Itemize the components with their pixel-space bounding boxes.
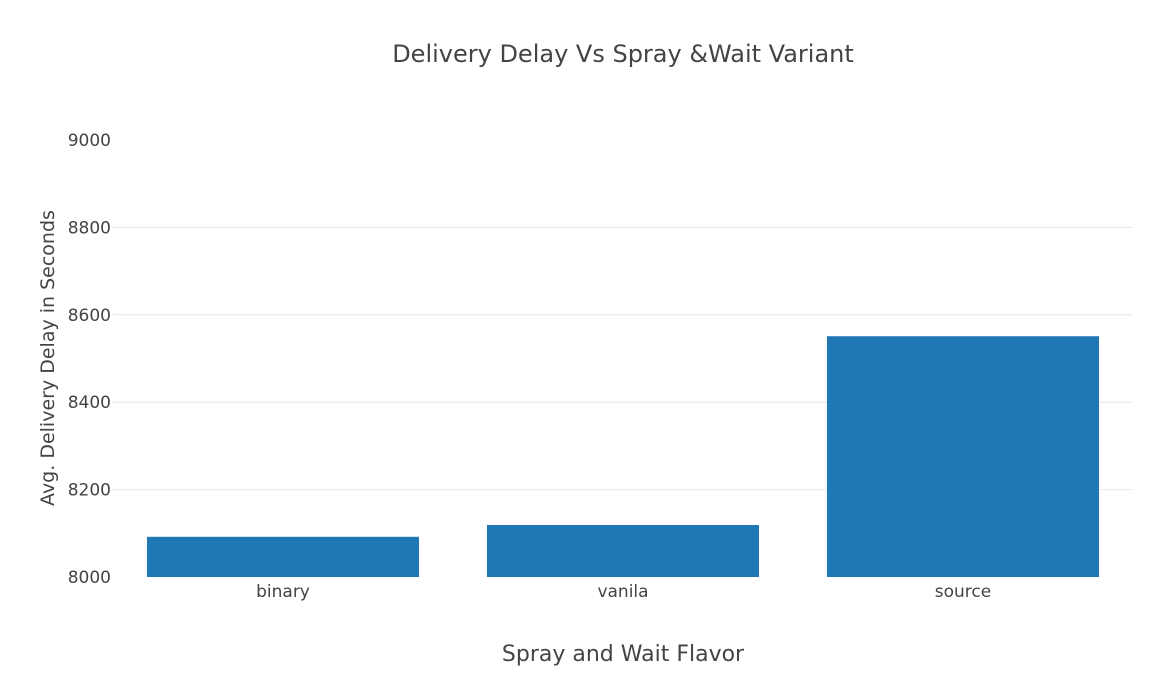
y-tick-label: 8200 xyxy=(68,481,111,501)
x-tick-label: source xyxy=(935,582,991,602)
chart-title: Delivery Delay Vs Spray &Wait Variant xyxy=(392,40,854,68)
y-tick-labels: 8000 8200 8400 8600 8800 9000 xyxy=(68,131,111,588)
y-tick-label: 8800 xyxy=(68,218,111,238)
y-tick-label: 9000 xyxy=(68,131,111,151)
bars xyxy=(147,336,1099,577)
x-tick-label: vanila xyxy=(597,582,648,602)
x-tick-label: binary xyxy=(256,582,310,602)
x-axis-label: Spray and Wait Flavor xyxy=(501,642,745,667)
bar-vanila xyxy=(487,524,759,577)
bar-source xyxy=(827,336,1099,577)
y-tick-label: 8400 xyxy=(68,393,111,413)
y-tick-label: 8600 xyxy=(68,306,111,326)
bar-binary xyxy=(147,536,419,577)
y-tick-label: 8000 xyxy=(68,568,111,588)
x-tick-labels: binary vanila source xyxy=(256,582,991,602)
